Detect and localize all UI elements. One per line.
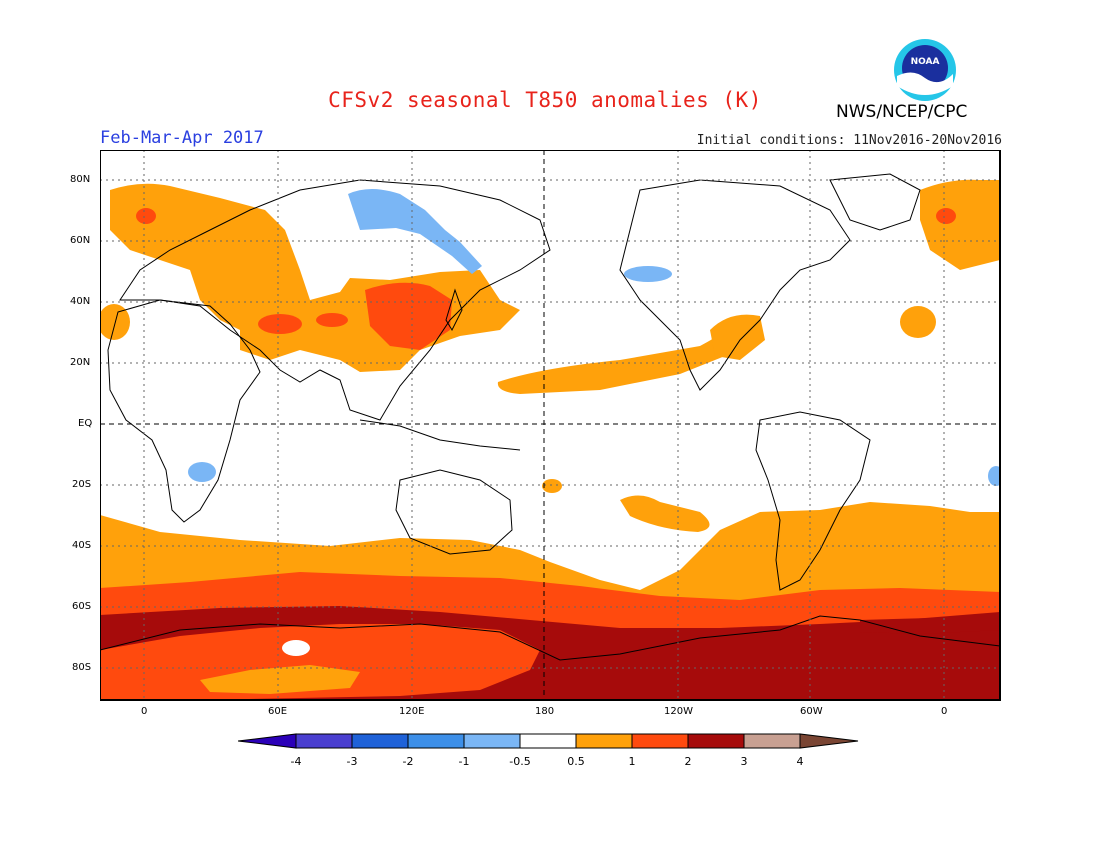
colorbar-cell (575, 733, 633, 749)
lat-label-20s: 20S (72, 479, 92, 490)
anomaly-patch-greenland-hot (936, 208, 956, 224)
anomaly-patch-west-asia (316, 313, 348, 327)
map-frame (100, 150, 1001, 701)
coastlines (100, 173, 1000, 661)
svg-text:NOAA: NOAA (911, 57, 940, 67)
anomaly-patch-greenland (920, 179, 1000, 270)
colorbar-cell (351, 733, 409, 749)
colorbar-label: 3 (741, 755, 748, 768)
noaa-logo: NOAA (894, 39, 956, 101)
coastline-north-america (619, 179, 851, 391)
lat-label-20n: 20N (70, 357, 91, 368)
colorbar-arrow-low (238, 733, 297, 749)
chart-title: CFSv2 seasonal T850 anomalies (K) (328, 88, 762, 112)
cool-patch-africa (188, 462, 216, 482)
colorbar-cell (519, 733, 577, 749)
coastline-australia (395, 469, 513, 555)
anomaly-patch-china (365, 282, 452, 350)
anomaly-patch-south-pacific (620, 495, 710, 532)
lat-label-eq: EQ (78, 418, 93, 429)
colorbar-cell (295, 733, 353, 749)
colorbar-label: -0.5 (509, 755, 530, 768)
colorbar-label: 1 (629, 755, 636, 768)
agency-label: NWS/NCEP/CPC (836, 102, 968, 122)
colorbar-cell (407, 733, 465, 749)
lat-label-60s: 60S (72, 601, 92, 612)
lon-label-120w: 120W (664, 706, 693, 717)
lon-label-180: 180 (535, 706, 555, 717)
anomaly-patch-north-pacific-band (497, 318, 760, 394)
colorbar-cell (687, 733, 745, 749)
anomaly-patch-0.5-1-antarctic (200, 665, 360, 694)
lat-label-40n: 40N (70, 296, 91, 307)
coastline-japan (445, 288, 463, 332)
anomaly-patch-north-america (710, 314, 765, 360)
graticule (100, 150, 1000, 700)
colorbar-label: -1 (459, 755, 470, 768)
lon-label-60w: 60W (800, 706, 823, 717)
lon-label-120e: 120E (399, 706, 425, 717)
coastline-antarctica (100, 615, 1000, 661)
cool-patch-siberia (348, 189, 482, 274)
colorbar-label: 2 (685, 755, 692, 768)
initial-conditions-label: Initial conditions: 11Nov2016-20Nov2016 (696, 133, 1002, 148)
map-field (100, 150, 1000, 700)
colorbar-label: -2 (403, 755, 414, 768)
anomaly-patch-scandinavia (136, 208, 156, 224)
lat-label-80n: 80N (70, 174, 91, 185)
anomaly-patch-small-pacific (542, 479, 562, 493)
lat-label-40s: 40S (72, 540, 92, 551)
lat-label-80s: 80S (72, 662, 92, 673)
lon-label-0-east: 0 (941, 706, 948, 717)
anomaly-map (100, 150, 1001, 701)
anomaly-patch-azores (900, 306, 936, 338)
colorbar-cell (743, 733, 801, 749)
coastline-eurasia (119, 179, 551, 421)
lon-label-60e: 60E (268, 706, 288, 717)
colorbar-label: -4 (291, 755, 302, 768)
colorbar-label: 0.5 (567, 755, 585, 768)
cool-patch-south-atlantic (988, 466, 1000, 486)
coastline-indonesia (359, 419, 521, 451)
reference-lines (100, 150, 1000, 700)
cool-patch-alaska (624, 266, 672, 282)
coastline-greenland (829, 173, 921, 231)
colorbar-label: -3 (347, 755, 358, 768)
colorbar-cell (463, 733, 521, 749)
anomaly-patch-tibet (258, 314, 302, 334)
colorbar-arrow-high (799, 733, 859, 749)
period-label: Feb-Mar-Apr 2017 (100, 128, 264, 148)
colorbar-cells (238, 733, 859, 749)
colorbar-cell (631, 733, 689, 749)
lat-label-60n: 60N (70, 235, 91, 246)
colorbar-label: 4 (797, 755, 804, 768)
lon-label-0: 0 (141, 706, 148, 717)
coastline-africa (107, 299, 261, 523)
neutral-patch-antarctic (282, 640, 310, 656)
colorbar: -4 -3 -2 -1 -0.5 0.5 1 2 3 4 (238, 733, 859, 768)
colorbar-labels: -4 -3 -2 -1 -0.5 0.5 1 2 3 4 (291, 755, 804, 768)
anomaly-patch-3-4-antarctic (860, 618, 1000, 634)
